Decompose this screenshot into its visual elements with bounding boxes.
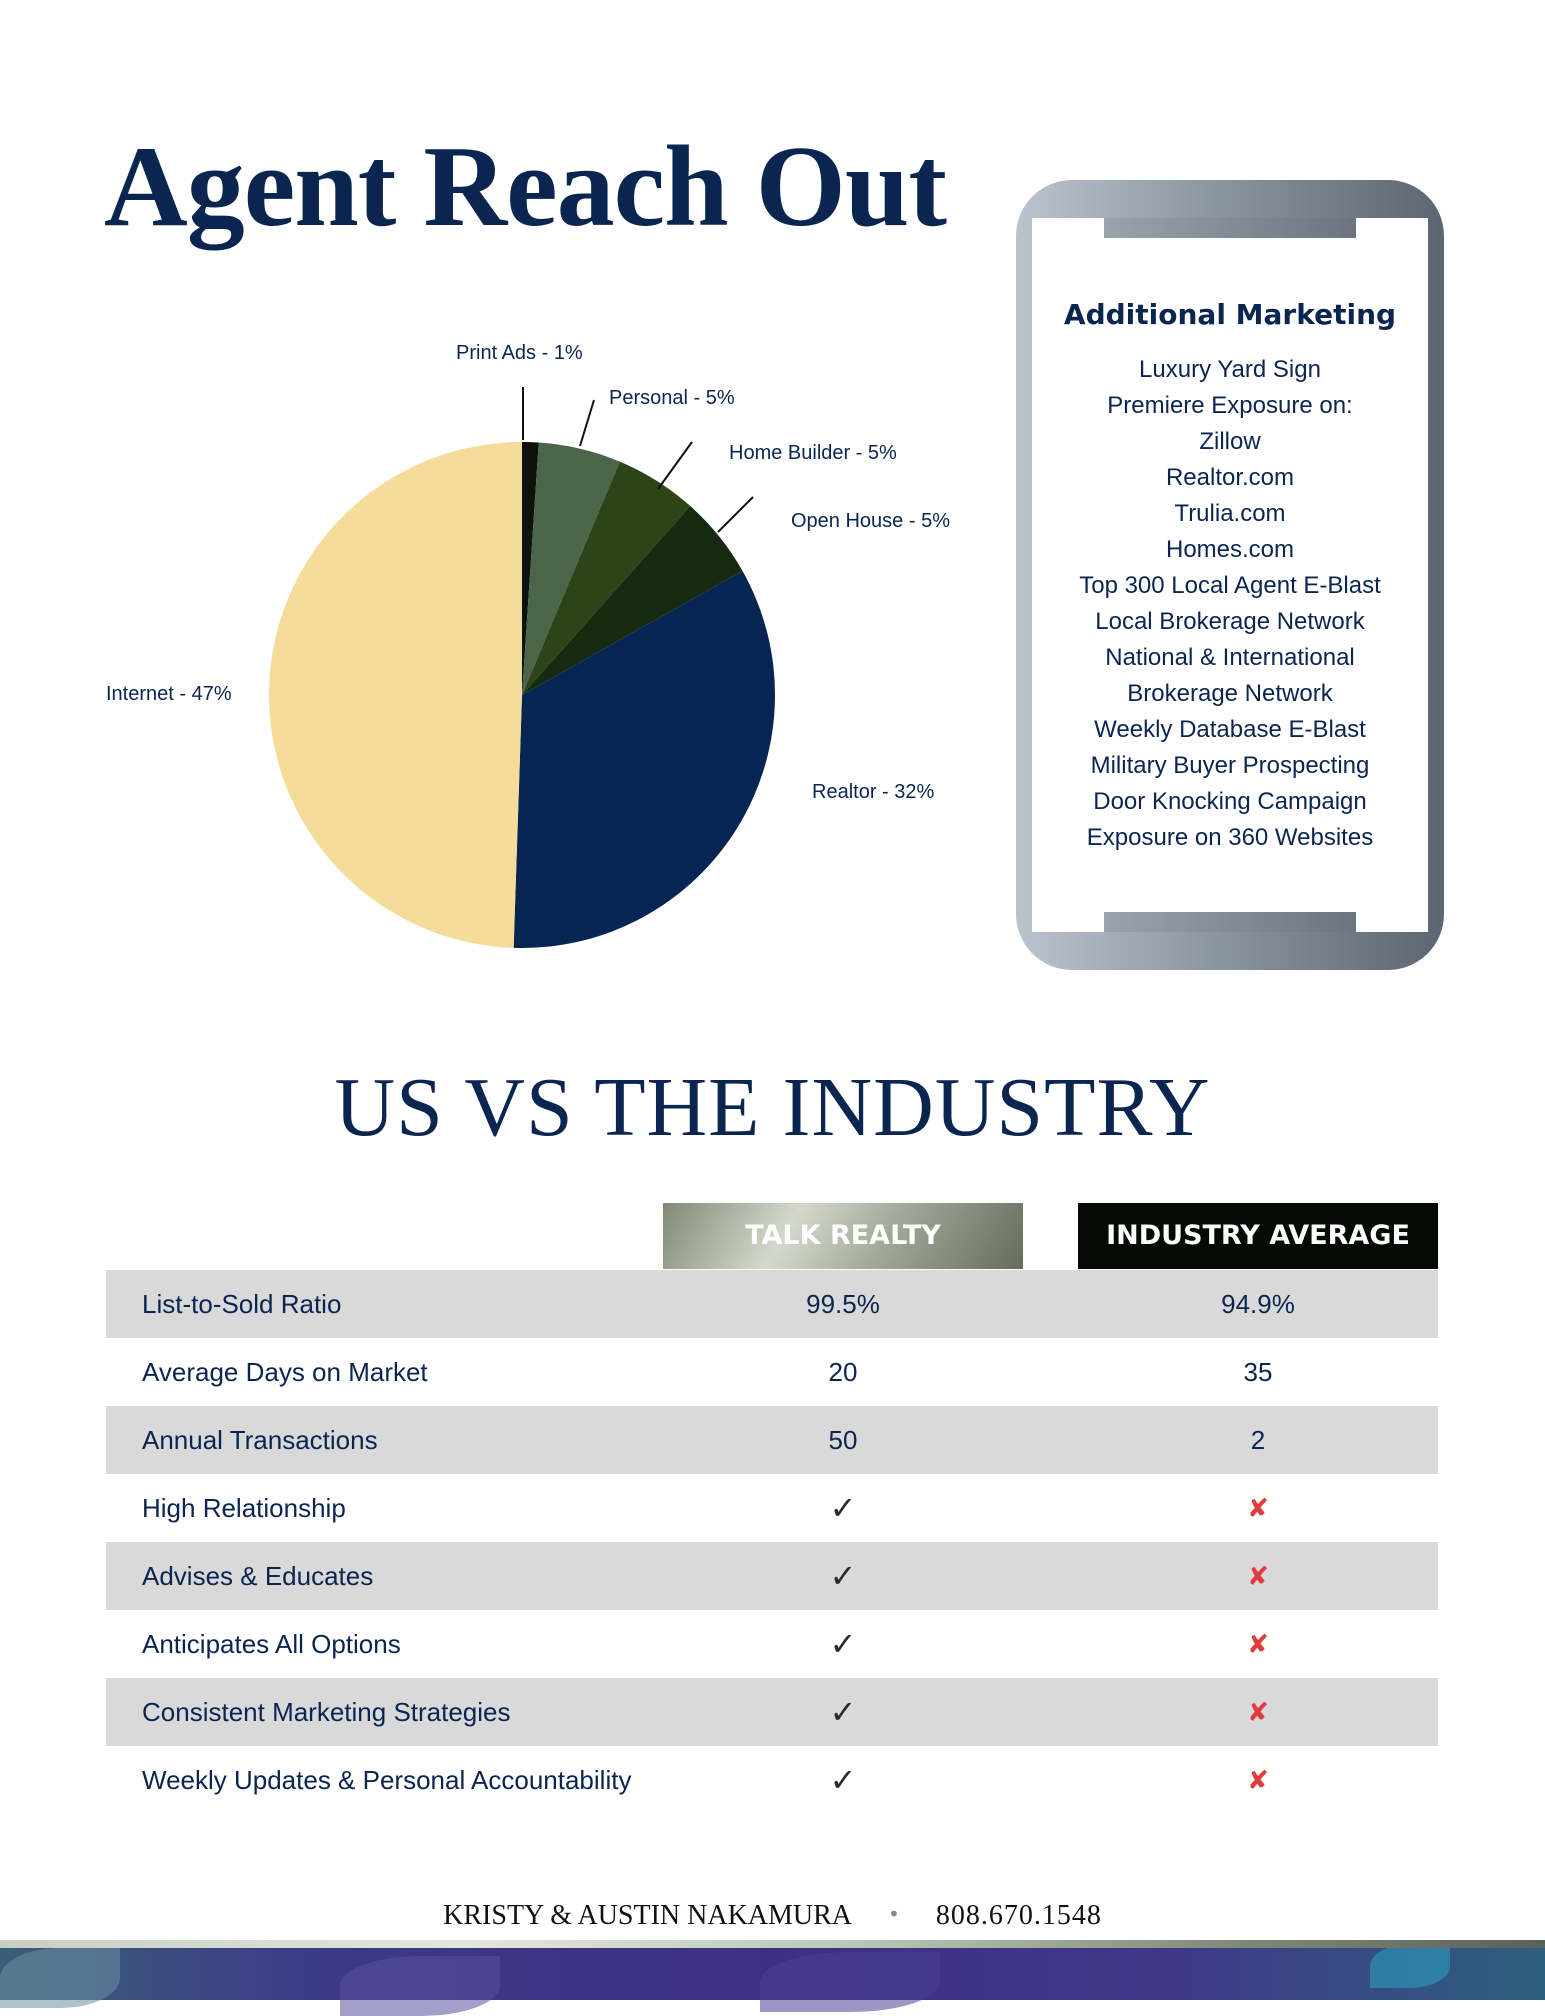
- marketing-heading: Additional Marketing: [1063, 298, 1397, 331]
- column-header-talk-realty: TALK REALTY: [663, 1203, 1023, 1269]
- row-label: High Relationship: [142, 1493, 346, 1523]
- footer-phone: 808.670.1548: [935, 1900, 1102, 1931]
- industry-average-value: 94.9%: [1221, 1289, 1295, 1319]
- marketing-item: Zillow: [1199, 428, 1261, 455]
- marketing-item: Trulia.com: [1174, 500, 1286, 527]
- row-label: Anticipates All Options: [142, 1629, 401, 1659]
- pie-leader-line: [717, 496, 754, 533]
- leaf-decoration: [760, 1952, 940, 2012]
- decorative-bottom-band: [0, 1942, 1545, 2016]
- phone-screen: [1032, 218, 1428, 932]
- cross-icon: ✘: [1247, 1493, 1269, 1523]
- marketing-item: Local Brokerage Network: [1095, 608, 1365, 635]
- table-row: List-to-Sold Ratio 99.5% 94.9%: [106, 1270, 1438, 1338]
- pie-slice-home-builder: [522, 461, 691, 695]
- talk-realty-value: 20: [828, 1357, 858, 1387]
- phone-bottom-notch: [1104, 912, 1356, 932]
- cross-icon: ✘: [1247, 1697, 1269, 1727]
- marketing-item: National & International: [1105, 644, 1355, 671]
- cross-icon: ✘: [1247, 1765, 1269, 1795]
- pie-leader-line: [657, 441, 693, 490]
- pie-slice-print-ads: [522, 442, 539, 695]
- cross-icon: ✘: [1247, 1561, 1269, 1591]
- pie-label: Open House - 5%: [791, 510, 950, 532]
- comparison-table: List-to-Sold Ratio 99.5% 94.9% Average D…: [106, 1270, 1438, 1814]
- leaf-decoration: [340, 1956, 500, 2016]
- marketing-item: Homes.com: [1165, 536, 1295, 563]
- footer-separator: •: [888, 1902, 900, 1926]
- table-row: Anticipates All Options ✓ ✘: [106, 1610, 1438, 1678]
- footer-contact: KRISTY & AUSTIN NAKAMURA • 808.670.1548: [0, 1900, 1545, 1932]
- row-label: Weekly Updates & Personal Accountability: [142, 1765, 632, 1795]
- table-row: Annual Transactions 50 2: [106, 1406, 1438, 1474]
- column-header-industry-average: INDUSTRY AVERAGE: [1078, 1203, 1438, 1269]
- checkmark-icon: ✓: [829, 1694, 857, 1730]
- marketing-item: Brokerage Network: [1127, 680, 1333, 707]
- pie-leader-line: [579, 399, 595, 447]
- checkmark-icon: ✓: [829, 1558, 857, 1594]
- pie-slice-internet: [269, 442, 522, 948]
- phone-top-notch: [1104, 218, 1356, 238]
- industry-average-value: 2: [1250, 1425, 1266, 1455]
- marketing-item: Door Knocking Campaign: [1093, 788, 1367, 815]
- marketing-item: Realtor.com: [1165, 464, 1295, 491]
- pie-label: Personal - 5%: [609, 387, 735, 409]
- table-row: Consistent Marketing Strategies ✓ ✘: [106, 1678, 1438, 1746]
- table-row: Weekly Updates & Personal Accountability…: [106, 1746, 1438, 1814]
- section-title: US VS THE INDUSTRY: [334, 1061, 1211, 1154]
- footer-names: KRISTY & AUSTIN NAKAMURA: [443, 1900, 853, 1931]
- pie-label: Print Ads - 1%: [456, 342, 583, 364]
- table-row: Advises & Educates ✓ ✘: [106, 1542, 1438, 1610]
- talk-realty-value: 50: [828, 1425, 858, 1455]
- row-label: Consistent Marketing Strategies: [142, 1697, 511, 1727]
- reach-out-pie-chart: Print Ads - 1% Personal - 5% Home Builder …: [106, 342, 950, 948]
- pie-label: Internet - 47%: [106, 683, 232, 705]
- checkmark-icon: ✓: [829, 1490, 857, 1526]
- cross-icon: ✘: [1247, 1629, 1269, 1659]
- talk-realty-value: 99.5%: [806, 1289, 880, 1319]
- marketing-item: Military Buyer Prospecting: [1090, 752, 1370, 779]
- marketing-item: Exposure on 360 Websites: [1086, 824, 1374, 851]
- marketing-item: Weekly Database E-Blast: [1094, 716, 1366, 743]
- pie-slice-personal: [522, 442, 620, 695]
- pie-label: Realtor - 32%: [812, 781, 934, 803]
- row-label: Average Days on Market: [142, 1357, 428, 1387]
- decorative-divider-line: [0, 1940, 1545, 1948]
- marketing-list: Luxury Yard Sign Premiere Exposure on: Z…: [1016, 352, 1444, 856]
- pie-slice-open-house: [522, 506, 743, 695]
- checkmark-icon: ✓: [829, 1762, 857, 1798]
- industry-average-value: 35: [1243, 1357, 1273, 1387]
- leaf-decoration: [0, 1948, 120, 2008]
- table-row: Average Days on Market 20 35: [106, 1338, 1438, 1406]
- additional-marketing-card: Additional Marketing Luxury Yard Sign Pr…: [1016, 180, 1444, 970]
- marketing-item: Top 300 Local Agent E-Blast: [1079, 572, 1381, 599]
- marketing-item: Luxury Yard Sign: [1139, 356, 1321, 383]
- leaf-decoration: [1370, 1944, 1450, 1988]
- checkmark-icon: ✓: [829, 1626, 857, 1662]
- row-label: List-to-Sold Ratio: [142, 1289, 342, 1319]
- pie-label: Home Builder - 5%: [729, 442, 897, 464]
- marketing-item: Premiere Exposure on:: [1107, 392, 1353, 419]
- pie-slice-realtor: [513, 570, 775, 948]
- table-row: High Relationship ✓ ✘: [106, 1474, 1438, 1542]
- page-title: Agent Reach Out: [104, 123, 947, 251]
- row-label: Advises & Educates: [142, 1561, 374, 1591]
- row-label: Annual Transactions: [142, 1425, 378, 1455]
